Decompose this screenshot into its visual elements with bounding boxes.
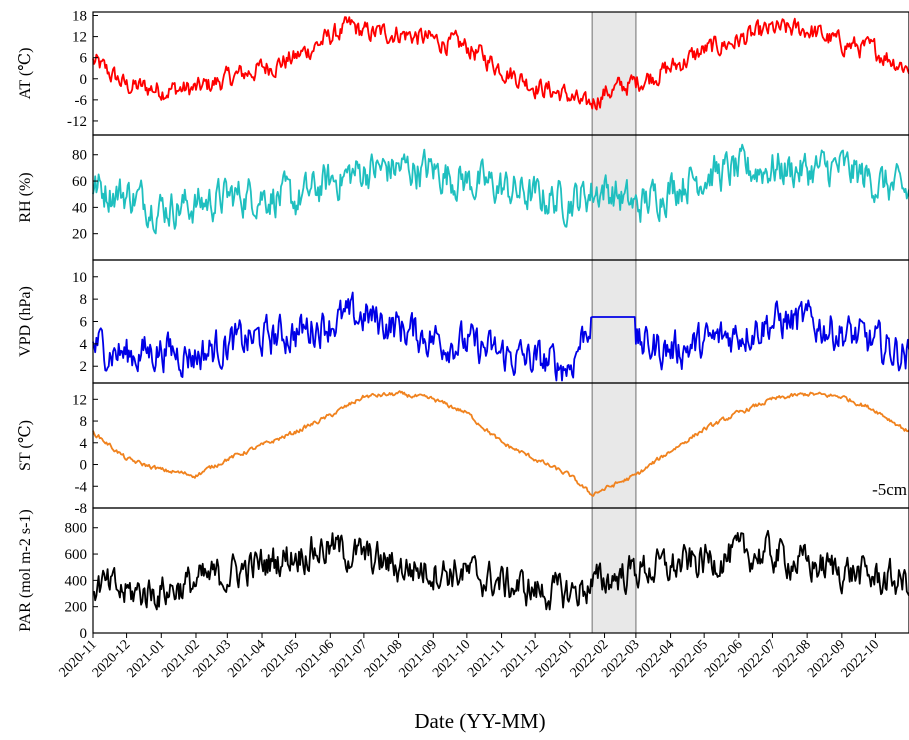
x-tick-label: 2022-05 [667, 637, 711, 681]
series-line [92, 143, 909, 235]
x-tick-label: 2021-05 [259, 637, 303, 681]
x-tick-label: 2021-01 [124, 637, 168, 681]
y-axis-title: PAR (mol m-2 s-1) [17, 509, 34, 632]
panel-frame [92, 507, 909, 634]
y-tick-label: 8 [80, 292, 88, 308]
panel-frame [92, 382, 909, 509]
y-tick-label: 6 [80, 51, 88, 67]
y-tick-label: -8 [75, 501, 88, 517]
y-axis-title: ST (℃) [17, 420, 34, 471]
x-tick-label: 2021-08 [362, 637, 406, 681]
y-tick-label: 4 [80, 436, 88, 452]
y-tick-label: 0 [80, 626, 88, 642]
series-line [92, 16, 909, 111]
series-line [92, 390, 909, 497]
y-tick-label: 12 [72, 392, 87, 408]
y-tick-label: 20 [72, 227, 87, 243]
y-tick-label: -12 [67, 114, 87, 130]
series-line [92, 529, 909, 611]
x-tick-label: 2021-12 [498, 637, 542, 681]
y-tick-label: -4 [75, 479, 88, 495]
y-tick-label: 0 [80, 72, 88, 88]
panel-2: 20 40 60 80 RH (%) [17, 134, 909, 261]
x-axis-title: Date (YY-MM) [414, 709, 545, 733]
panel-5: 0 200 400 600 800 PAR (mol m-2 s-1) [17, 507, 909, 642]
y-tick-label: 8 [80, 414, 88, 430]
y-tick-label: 6 [80, 315, 88, 331]
y-tick-label: 4 [80, 337, 88, 353]
y-axis-title: AT (℃) [17, 48, 34, 100]
y-axis-title: VPD (hPa) [17, 286, 34, 357]
y-tick-label: 2 [80, 359, 88, 375]
y-tick-label: 400 [65, 573, 88, 589]
panel-1: -12 -6 0 6 12 18 AT (℃) [17, 9, 909, 136]
x-tick-label: 2022-01 [533, 637, 577, 681]
y-tick-label: 200 [65, 600, 88, 616]
depth-annotation: -5cm [872, 480, 907, 499]
panel-3: 2 4 6 8 10 VPD (hPa) [17, 259, 909, 384]
y-tick-label: 60 [72, 174, 87, 190]
y-tick-label: -6 [75, 93, 88, 109]
x-tick-label: 2022-07 [736, 637, 780, 681]
series-line [92, 291, 909, 382]
y-tick-label: 80 [72, 148, 87, 164]
y-axis-title: RH (%) [17, 172, 34, 222]
x-tick-label: 2021-07 [327, 637, 371, 681]
panel-4: -8 -4 0 4 8 12 ST (℃) -5cm [17, 382, 909, 517]
y-tick-label: 12 [72, 30, 87, 46]
x-tick-label: 2020-12 [90, 637, 134, 681]
y-tick-label: 0 [80, 458, 88, 474]
y-tick-label: 10 [72, 270, 87, 286]
y-tick-label: 800 [65, 521, 88, 537]
y-tick-label: 600 [65, 547, 88, 563]
y-tick-label: 40 [72, 200, 87, 216]
x-tick-label: 2021-10 [430, 637, 474, 681]
highlight-band [592, 12, 636, 633]
y-tick-label: 18 [72, 9, 87, 25]
x-tick-label: 2022-08 [770, 637, 814, 681]
x-tick-label: 2022-10 [839, 637, 883, 681]
